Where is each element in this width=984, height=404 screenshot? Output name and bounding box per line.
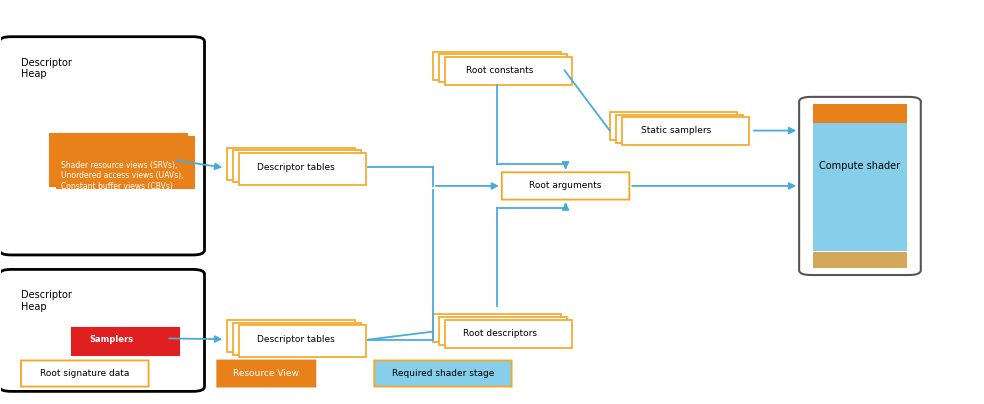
FancyBboxPatch shape — [239, 325, 366, 357]
FancyBboxPatch shape — [374, 360, 512, 387]
Text: Descriptor
Heap: Descriptor Heap — [21, 290, 72, 312]
FancyBboxPatch shape — [799, 97, 921, 275]
FancyBboxPatch shape — [610, 112, 737, 140]
FancyBboxPatch shape — [813, 104, 907, 124]
Text: Root constants: Root constants — [466, 66, 533, 75]
FancyBboxPatch shape — [445, 320, 573, 348]
FancyBboxPatch shape — [55, 322, 163, 350]
FancyBboxPatch shape — [433, 52, 561, 80]
FancyBboxPatch shape — [813, 122, 907, 251]
FancyBboxPatch shape — [616, 114, 743, 143]
Text: Samplers: Samplers — [90, 335, 134, 344]
FancyBboxPatch shape — [239, 153, 366, 185]
FancyBboxPatch shape — [217, 360, 316, 387]
FancyBboxPatch shape — [439, 317, 567, 345]
Text: Resource View: Resource View — [233, 369, 299, 378]
FancyBboxPatch shape — [35, 128, 173, 180]
FancyBboxPatch shape — [227, 148, 354, 180]
FancyBboxPatch shape — [71, 327, 179, 355]
FancyBboxPatch shape — [445, 57, 573, 85]
FancyBboxPatch shape — [233, 323, 360, 355]
Text: Shader resource views (SRVs),
Unordered access views (UAVs),
Constant buffer vie: Shader resource views (SRVs), Unordered … — [61, 161, 184, 191]
Text: Static samplers: Static samplers — [642, 126, 711, 135]
Text: Descriptor tables: Descriptor tables — [257, 335, 335, 344]
Text: Required shader stage: Required shader stage — [392, 369, 494, 378]
FancyBboxPatch shape — [63, 325, 171, 353]
FancyBboxPatch shape — [42, 130, 180, 183]
Text: Compute shader: Compute shader — [820, 161, 900, 171]
Text: Root signature data: Root signature data — [40, 369, 130, 378]
FancyBboxPatch shape — [433, 314, 561, 343]
FancyBboxPatch shape — [0, 269, 205, 391]
FancyBboxPatch shape — [227, 320, 354, 352]
Text: Descriptor
Heap: Descriptor Heap — [21, 57, 72, 79]
Text: Root arguments: Root arguments — [529, 181, 602, 190]
FancyBboxPatch shape — [21, 360, 149, 387]
FancyBboxPatch shape — [502, 173, 630, 200]
FancyBboxPatch shape — [439, 55, 567, 82]
FancyBboxPatch shape — [622, 117, 749, 145]
FancyBboxPatch shape — [0, 37, 205, 255]
FancyBboxPatch shape — [813, 252, 907, 268]
Text: Root descriptors: Root descriptors — [462, 329, 537, 338]
FancyBboxPatch shape — [56, 136, 194, 188]
FancyBboxPatch shape — [49, 133, 187, 185]
Text: Descriptor tables: Descriptor tables — [257, 162, 335, 172]
FancyBboxPatch shape — [233, 150, 360, 182]
